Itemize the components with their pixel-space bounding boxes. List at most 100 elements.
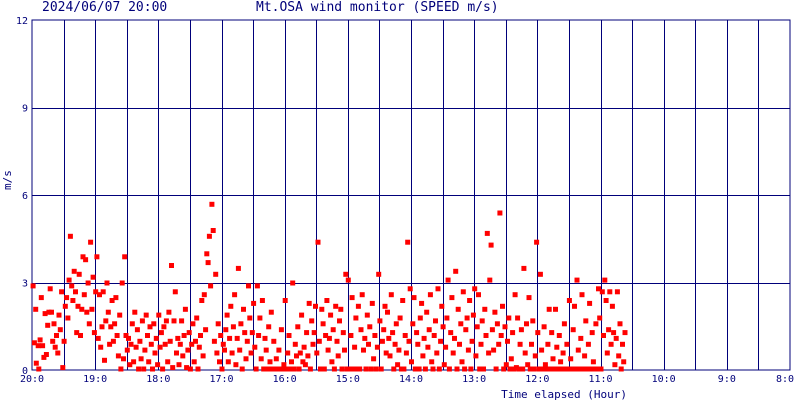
x-tick-label: 19:0 bbox=[83, 374, 107, 385]
data-point bbox=[426, 327, 432, 333]
data-point bbox=[548, 366, 553, 372]
data-point bbox=[153, 335, 159, 341]
data-point bbox=[210, 228, 216, 233]
data-point bbox=[185, 347, 191, 353]
data-point bbox=[412, 366, 418, 372]
data-point bbox=[290, 280, 296, 286]
data-point bbox=[147, 324, 153, 330]
data-point bbox=[596, 286, 601, 292]
data-point bbox=[165, 359, 171, 365]
data-point bbox=[498, 333, 504, 338]
data-point bbox=[622, 330, 628, 336]
data-point bbox=[511, 366, 517, 372]
data-point bbox=[405, 239, 411, 245]
data-point bbox=[563, 366, 569, 372]
data-point bbox=[128, 341, 134, 347]
data-point bbox=[198, 333, 203, 338]
data-point bbox=[171, 318, 177, 324]
data-point bbox=[334, 338, 340, 344]
data-point bbox=[158, 330, 164, 336]
data-point bbox=[311, 330, 317, 336]
data-point bbox=[56, 312, 62, 318]
data-point bbox=[292, 341, 298, 347]
data-point bbox=[179, 318, 185, 324]
data-point bbox=[195, 366, 201, 372]
data-point bbox=[387, 353, 393, 359]
data-point bbox=[295, 324, 301, 330]
data-point bbox=[253, 366, 259, 372]
data-point bbox=[320, 321, 326, 327]
chart-title: Mt.OSA wind monitor (SPEED m/s) bbox=[256, 0, 499, 15]
data-point bbox=[191, 359, 197, 365]
data-point bbox=[359, 292, 365, 298]
data-point bbox=[549, 330, 555, 336]
data-point bbox=[304, 330, 310, 336]
data-point bbox=[527, 366, 533, 372]
data-point bbox=[453, 268, 459, 274]
data-point bbox=[508, 356, 514, 362]
data-point bbox=[218, 333, 224, 338]
data-point bbox=[606, 327, 612, 333]
data-point bbox=[309, 318, 315, 324]
data-point bbox=[217, 359, 222, 365]
data-point bbox=[372, 333, 378, 338]
data-point bbox=[520, 366, 526, 372]
data-point bbox=[110, 338, 116, 344]
data-point bbox=[452, 335, 457, 341]
data-point bbox=[174, 350, 179, 356]
data-point bbox=[468, 366, 474, 372]
data-point bbox=[530, 318, 536, 324]
data-point bbox=[143, 312, 149, 318]
data-point bbox=[305, 353, 311, 359]
data-point bbox=[319, 306, 325, 312]
data-point bbox=[542, 362, 548, 368]
data-point bbox=[105, 309, 111, 315]
data-point bbox=[324, 298, 330, 303]
data-point bbox=[369, 300, 375, 306]
data-point bbox=[589, 330, 595, 336]
data-point bbox=[345, 277, 351, 283]
data-point bbox=[544, 366, 550, 372]
data-point bbox=[113, 295, 119, 301]
data-point bbox=[157, 344, 163, 350]
data-point bbox=[263, 347, 269, 353]
data-point bbox=[247, 315, 253, 321]
data-point bbox=[406, 338, 412, 344]
data-point bbox=[33, 360, 39, 366]
data-point bbox=[300, 359, 306, 365]
data-point bbox=[219, 366, 225, 372]
data-point bbox=[578, 335, 584, 341]
data-point bbox=[37, 337, 43, 343]
data-point bbox=[439, 303, 445, 309]
data-point bbox=[145, 333, 150, 338]
data-point bbox=[501, 366, 507, 372]
data-point bbox=[126, 335, 131, 341]
data-point bbox=[167, 338, 173, 344]
data-point bbox=[266, 324, 272, 330]
data-point bbox=[223, 327, 229, 333]
data-point bbox=[496, 341, 502, 347]
data-point bbox=[507, 366, 513, 372]
data-point bbox=[328, 312, 334, 318]
data-point bbox=[131, 359, 137, 365]
data-point bbox=[314, 350, 320, 356]
data-point bbox=[593, 321, 599, 327]
data-point bbox=[483, 333, 489, 338]
data-point bbox=[506, 315, 512, 321]
y-tick-label: 12 bbox=[16, 16, 28, 27]
data-point bbox=[50, 338, 56, 344]
data-point bbox=[558, 359, 564, 365]
data-point bbox=[597, 315, 603, 321]
data-point bbox=[446, 366, 452, 372]
data-point bbox=[66, 277, 72, 283]
data-point bbox=[289, 359, 294, 365]
data-point bbox=[214, 350, 220, 356]
data-point bbox=[427, 292, 433, 298]
data-point bbox=[33, 306, 39, 312]
data-point bbox=[350, 366, 356, 372]
data-point bbox=[335, 353, 341, 359]
data-point bbox=[352, 344, 358, 350]
data-point bbox=[559, 366, 565, 372]
data-point bbox=[141, 366, 147, 372]
data-point bbox=[190, 321, 196, 327]
